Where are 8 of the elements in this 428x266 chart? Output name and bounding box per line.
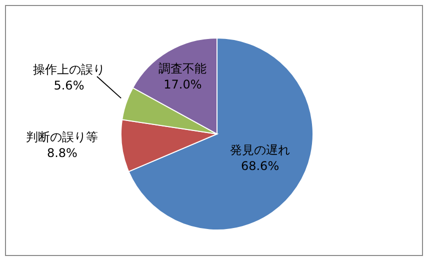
data-label: 68.6% <box>240 158 280 173</box>
data-label: 5.6% <box>54 78 84 93</box>
data-label: 8.8% <box>46 146 78 160</box>
data-label: 17.0% <box>164 77 202 92</box>
slice-label: 操作上の誤り <box>32 62 105 77</box>
slice-label: 調査不能 <box>158 61 207 76</box>
slice-label: 判断の誤り等 <box>26 130 98 144</box>
slice-label: 発見の遅れ <box>230 142 290 157</box>
